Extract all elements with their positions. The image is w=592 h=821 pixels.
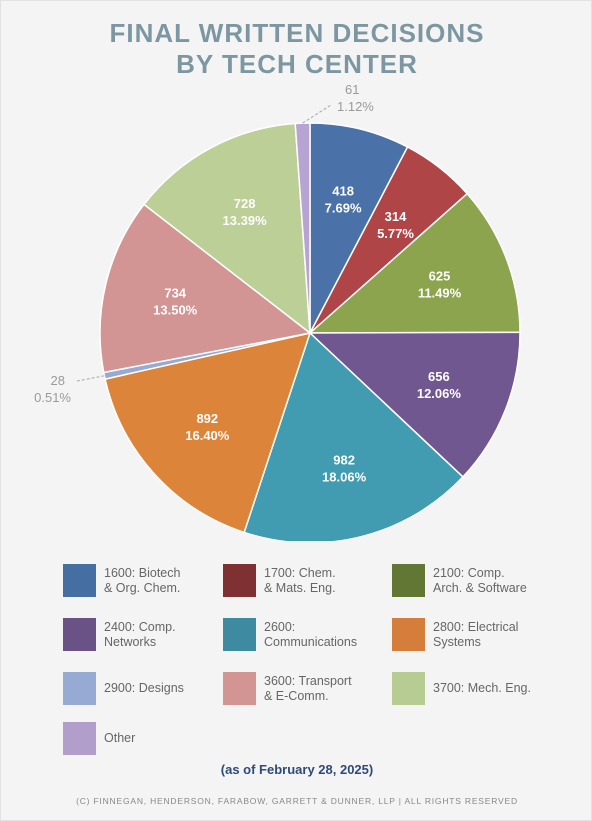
pie-slice (142, 122, 311, 335)
slice-percent-label: 0.51% (34, 390, 71, 405)
legend-label: 1700: Chem. & Mats. Eng. (264, 565, 336, 595)
legend-swatch (63, 722, 96, 755)
slice-value-label: 728 (234, 196, 256, 211)
legend-swatch (223, 564, 256, 597)
legend-label: 3600: Transport & E-Comm. (264, 673, 352, 703)
slice-value-label: 982 (333, 452, 355, 467)
pie-slice (243, 331, 464, 541)
legend-label: 2900: Designs (104, 681, 184, 695)
pie-slice (99, 203, 312, 374)
slice-value-label: 892 (196, 411, 218, 426)
slice-percent-label: 1.12% (337, 99, 374, 114)
slice-value-label: 418 (332, 183, 354, 198)
pie-slice (309, 122, 409, 334)
slice-value-label: 625 (429, 269, 451, 284)
pie-slice (308, 331, 521, 478)
slice-percent-label: 12.06% (417, 386, 462, 401)
chart-title-line-1: FINAL WRITTEN DECISIONS (109, 18, 485, 48)
chart-title-line-2: BY TECH CENTER (176, 49, 418, 79)
pie-slice (308, 192, 521, 334)
legend-swatch (63, 564, 96, 597)
slice-percent-label: 13.50% (153, 303, 198, 318)
legend-swatch (392, 618, 425, 651)
slice-leader-line (76, 375, 105, 382)
legend-label: 2600: Communications (264, 619, 358, 649)
slice-percent-label: 5.77% (377, 226, 414, 241)
slice-value-label: 314 (385, 209, 407, 224)
slice-percent-label: 18.06% (322, 469, 367, 484)
legend-swatch (63, 672, 96, 705)
slice-percent-label: 11.49% (418, 286, 462, 301)
pie-chart: 418 7.69% 314 5.77% 625 11.49% 656 12.06% 982 18.… (34, 82, 521, 541)
legend-swatch (392, 564, 425, 597)
legend-label: 3700: Mech. Eng. (433, 681, 531, 695)
pie-slice (104, 331, 312, 534)
legend-swatch (392, 672, 425, 705)
slice-percent-label: 16.40% (185, 428, 230, 443)
copyright-footer: (C) FINNEGAN, HENDERSON, FARABOW, GARRET… (76, 796, 518, 806)
legend-swatch (63, 618, 96, 651)
slice-value-label: 656 (428, 369, 450, 384)
legend-label: 2100: Comp. Arch. & Software (433, 565, 527, 595)
legend-label: 2800: Electrical Systems (433, 619, 519, 649)
legend-swatch (223, 672, 256, 705)
pie-slice (294, 122, 311, 334)
legend-label: 2400: Comp. Networks (104, 619, 176, 649)
as-of-date: (as of February 28, 2025) (220, 762, 374, 777)
slice-leader-line (302, 104, 332, 124)
legend-swatch (223, 618, 256, 651)
legend-label: Other (104, 731, 136, 745)
slice-value-label: 734 (164, 286, 186, 301)
slice-percent-label: 7.69% (325, 200, 362, 215)
legend-label: 1600: Biotech & Org. Chem. (104, 565, 181, 595)
slice-percent-label: 13.39% (223, 213, 268, 228)
slice-value-label: 28 (51, 373, 65, 388)
slice-value-label: 61 (345, 82, 359, 97)
